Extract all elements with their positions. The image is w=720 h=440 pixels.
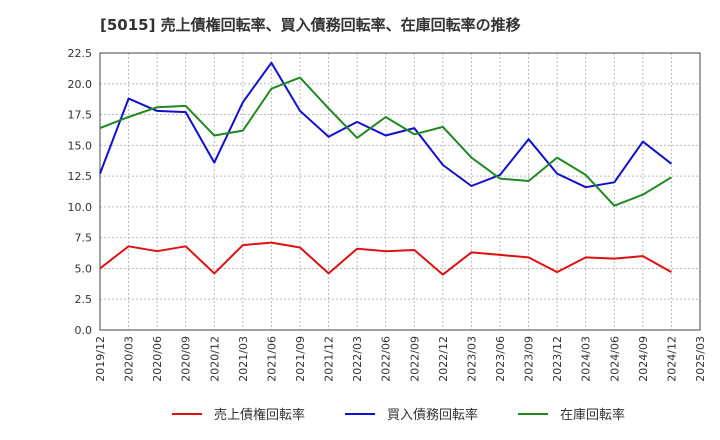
series-lines xyxy=(99,61,673,276)
x-tick-label: 2022/09 xyxy=(408,336,421,382)
legend-label: 買入債務回転率 xyxy=(387,407,478,423)
x-tick-label: 2020/03 xyxy=(123,336,136,382)
series-line-1 xyxy=(99,241,672,276)
y-tick-label: 15.0 xyxy=(68,139,93,152)
legend-label: 在庫回転率 xyxy=(560,407,625,423)
axes xyxy=(99,52,701,331)
x-tick-label: 2024/12 xyxy=(665,336,678,382)
x-tick-label: 2023/09 xyxy=(523,336,536,382)
x-tick-label: 2021/12 xyxy=(323,336,336,382)
y-tick-label: 0.0 xyxy=(75,324,93,337)
x-tick-label: 2025/03 xyxy=(694,336,707,382)
y-axis-ticks: 0.0 2.5 5.0 7.5 10.0 12.5 15.0 17.5 20.0 22.5 xyxy=(68,47,93,337)
y-tick-label: 10.0 xyxy=(68,201,93,214)
y-tick-label: 5.0 xyxy=(75,262,93,275)
x-tick-label: 2021/06 xyxy=(265,336,278,382)
x-tick-label: 2023/06 xyxy=(494,336,507,382)
x-tick-label: 2021/03 xyxy=(237,336,250,382)
x-axis-ticks: 2019/12 2020/03 2020/06 2020/09 2020/12 2021/… xyxy=(94,336,707,382)
chart-title: [5015] 売上債権回転率、買入債務回転率、在庫回転率の推移 xyxy=(100,16,521,34)
x-tick-label: 2024/06 xyxy=(608,336,621,382)
grid xyxy=(99,52,701,331)
x-tick-label: 2021/09 xyxy=(294,336,307,382)
series-line-3 xyxy=(99,76,672,207)
x-tick-label: 2020/12 xyxy=(208,336,221,382)
y-tick-label: 22.5 xyxy=(68,47,93,60)
legend-label: 売上債権回転率 xyxy=(214,407,305,423)
y-tick-label: 7.5 xyxy=(75,232,93,245)
x-tick-label: 2024/09 xyxy=(637,336,650,382)
y-tick-label: 17.5 xyxy=(68,109,93,122)
x-tick-label: 2023/12 xyxy=(551,336,564,382)
x-tick-label: 2022/06 xyxy=(380,336,393,382)
x-tick-label: 2022/12 xyxy=(437,336,450,382)
legend: 売上債権回転率 買入債務回転率 在庫回転率 xyxy=(172,407,625,423)
plot-frame xyxy=(99,52,701,331)
x-tick-label: 2020/06 xyxy=(151,336,164,382)
y-tick-label: 20.0 xyxy=(68,78,93,91)
series-line-2 xyxy=(99,61,673,189)
x-tick-label: 2024/03 xyxy=(580,336,593,382)
x-tick-label: 2022/03 xyxy=(351,336,364,382)
x-tick-label: 2023/03 xyxy=(465,336,478,382)
x-tick-label: 2019/12 xyxy=(94,336,107,382)
y-tick-label: 2.5 xyxy=(75,293,93,306)
x-tick-label: 2020/09 xyxy=(180,336,193,382)
y-tick-label: 12.5 xyxy=(68,170,93,183)
